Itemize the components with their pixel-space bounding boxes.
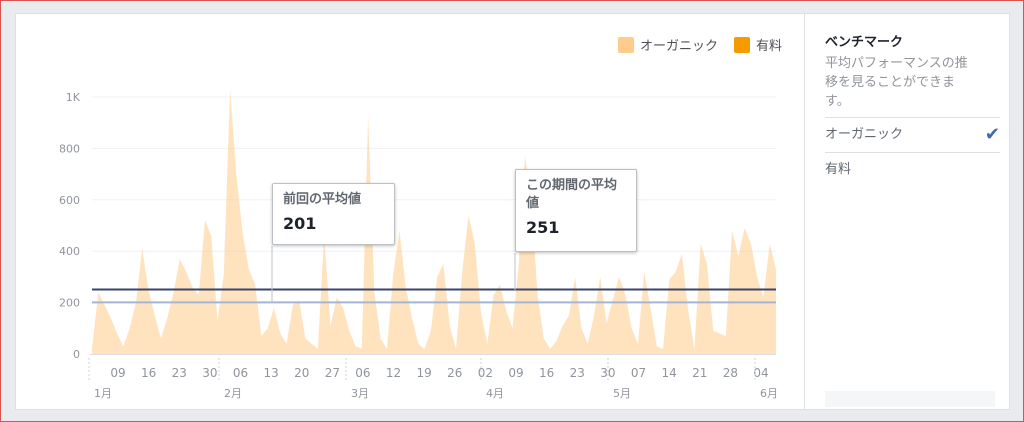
x-tick-label: 30	[202, 366, 217, 380]
x-tick-label: 06	[233, 366, 248, 380]
legend-item-paid[interactable]: 有料	[733, 35, 782, 54]
chart-legend: オーガニック 有料	[617, 35, 782, 54]
x-tick-label: 23	[570, 366, 585, 380]
previous-average-value: 201	[283, 214, 317, 233]
month-label: 1月	[94, 387, 112, 400]
benchmark-description: 平均パフォーマンスの推 移を見ることができま す。	[825, 54, 1000, 111]
legend-label-organic: オーガニック	[639, 39, 718, 54]
x-tick-label: 06	[355, 366, 370, 380]
y-tick-label: 200	[59, 297, 80, 310]
x-tick-label: 23	[172, 366, 187, 380]
faded-watermark	[825, 391, 995, 407]
benchmark-description-line3: す。	[825, 94, 850, 109]
x-tick-label: 27	[325, 366, 340, 380]
area-chart: 0 200 400 600 800 1K 09 16 23 30 06 13 20 27 06 12 19 26 0…	[59, 89, 778, 400]
benchmark-description-line2: 移を見ることができま	[825, 75, 956, 90]
month-label: 4月	[486, 387, 504, 400]
x-tick-label: 28	[723, 366, 738, 380]
series-area-organic	[92, 89, 776, 354]
x-tick-label: 14	[662, 366, 677, 380]
legend-swatch-organic	[617, 36, 634, 53]
x-tick-label: 02	[478, 366, 493, 380]
benchmark-sidebar: ベンチマーク 平均パフォーマンスの推 移を見ることができま す。 オーガニック …	[804, 14, 1009, 409]
month-label: 5月	[613, 387, 631, 400]
y-tick-label: 600	[59, 194, 80, 207]
chart-area: 0 200 400 600 800 1K 09 16 23 30 06 13 20 27 06 12 19 26 0…	[16, 14, 806, 409]
benchmark-option-organic[interactable]: オーガニック ✔	[825, 117, 1000, 152]
legend-swatch-paid	[733, 36, 750, 53]
legend-label-paid: 有料	[755, 39, 782, 54]
x-tick-label: 19	[417, 366, 432, 380]
x-tick-label: 16	[539, 366, 554, 380]
y-tick-label: 400	[59, 245, 80, 258]
current-average-value: 251	[526, 218, 560, 237]
benchmark-title: ベンチマーク	[825, 35, 904, 50]
x-tick-label: 26	[447, 366, 462, 380]
y-tick-label: 0	[73, 348, 80, 361]
y-tick-label: 1K	[66, 91, 81, 104]
x-tick-label: 09	[110, 366, 125, 380]
previous-average-label: 前回の平均値	[283, 192, 362, 207]
benchmark-option-paid[interactable]: 有料	[825, 152, 1000, 187]
benchmark-option-paid-label: 有料	[825, 162, 852, 177]
x-tick-label: 12	[386, 366, 401, 380]
current-average-label-line1: この期間の平均	[526, 178, 618, 193]
x-tick-label: 04	[753, 366, 768, 380]
benchmark-option-organic-label: オーガニック	[825, 127, 904, 142]
month-label: 6月	[760, 387, 778, 400]
previous-average-tooltip: 前回の平均値 201	[272, 183, 395, 245]
x-tick-label: 07	[631, 366, 646, 380]
x-tick-label: 21	[692, 366, 707, 380]
y-tick-label: 800	[59, 142, 80, 155]
benchmark-description-line1: 平均パフォーマンスの推	[825, 56, 968, 71]
x-tick-label: 30	[600, 366, 615, 380]
x-tick-label: 13	[263, 366, 278, 380]
month-label: 2月	[224, 387, 242, 400]
x-tick-label: 16	[141, 366, 156, 380]
month-label: 3月	[351, 387, 369, 400]
current-average-label-line2: 値	[526, 196, 540, 211]
x-tick-label: 20	[294, 366, 309, 380]
chart-card: 0 200 400 600 800 1K 09 16 23 30 06 13 20 27 06 12 19 26 0…	[15, 13, 1010, 410]
check-icon: ✔	[984, 124, 1000, 145]
current-average-tooltip: この期間の平均 値 251	[515, 169, 637, 252]
x-tick-label: 09	[508, 366, 523, 380]
legend-item-organic[interactable]: オーガニック	[617, 35, 718, 54]
